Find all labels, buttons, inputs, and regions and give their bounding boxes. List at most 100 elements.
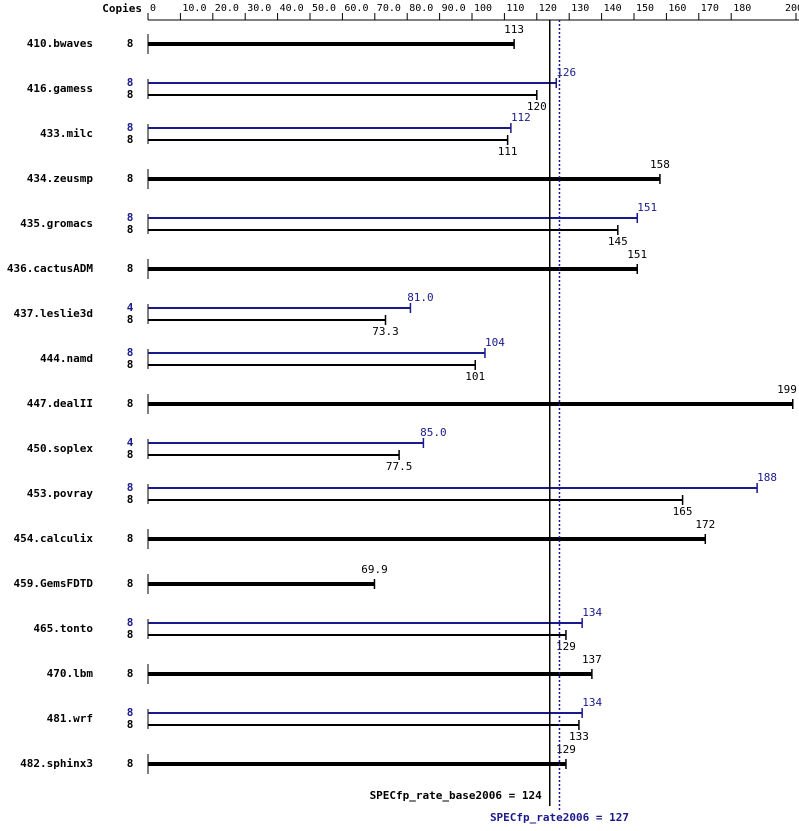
copies: 8 (127, 718, 134, 731)
copies: 8 (127, 172, 134, 185)
copies: 8 (127, 616, 134, 629)
copies: 8 (127, 211, 134, 224)
copies: 8 (127, 481, 134, 494)
benchmark-label: 453.povray (27, 487, 94, 500)
benchmark-label: 450.soplex (27, 442, 94, 455)
base-bar (148, 139, 508, 141)
copies: 8 (127, 88, 134, 101)
benchmark-label: 470.lbm (47, 667, 94, 680)
peak-bar (148, 442, 424, 444)
value-label: 199 (777, 383, 797, 396)
x-tick-label: 0 (150, 3, 156, 14)
x-tick-label: 150 (636, 3, 654, 14)
peak-value-label: 104 (485, 336, 505, 349)
base-value-label: 165 (673, 505, 693, 518)
base-bar (148, 177, 660, 181)
copies: 8 (127, 493, 134, 506)
base-bar (148, 672, 592, 676)
copies: 8 (127, 706, 134, 719)
copies: 8 (127, 577, 134, 590)
base-value-label: 145 (608, 235, 628, 248)
base-bar (148, 582, 375, 586)
peak-bar (148, 127, 511, 129)
peak-value-label: 134 (582, 696, 602, 709)
x-tick-label: 20.0 (215, 3, 239, 14)
base-bar (148, 364, 476, 366)
x-tick-label: 40.0 (280, 3, 304, 14)
copies: 8 (127, 358, 134, 371)
base-bar (148, 454, 400, 456)
x-tick-label: 120 (539, 3, 557, 14)
value-label: 151 (627, 248, 647, 261)
x-tick-label: 90.0 (442, 3, 466, 14)
benchmark-label: 459.GemsFDTD (14, 577, 94, 590)
copies: 8 (127, 346, 134, 359)
benchmark-label: 447.dealII (27, 397, 93, 410)
value-label: 137 (582, 653, 602, 666)
peak-bar (148, 487, 758, 489)
benchmark-label: 444.namd (40, 352, 93, 365)
peak-bar (148, 82, 557, 84)
peak-bar (148, 712, 583, 714)
base-bar (148, 319, 386, 321)
copies: 8 (127, 313, 134, 326)
peak-value-label: 151 (637, 201, 657, 214)
benchmark-label: 437.leslie3d (14, 307, 93, 320)
x-tick-label: 200 (785, 3, 799, 14)
x-tick-label: 80.0 (409, 3, 433, 14)
base-value-label: 120 (527, 100, 547, 113)
peak-value-label: 85.0 (420, 426, 447, 439)
benchmark-label: 435.gromacs (20, 217, 93, 230)
base-bar (148, 499, 683, 501)
x-tick-label: 100 (474, 3, 492, 14)
base-bar (148, 762, 566, 766)
x-tick-label: 140 (604, 3, 622, 14)
benchmark-label: 416.gamess (27, 82, 93, 95)
copies: 8 (127, 667, 134, 680)
copies: 8 (127, 532, 134, 545)
copies: 8 (127, 37, 134, 50)
peak-value-label: 126 (556, 66, 576, 79)
base-value-label: 133 (569, 730, 589, 743)
benchmark-label: 410.bwaves (27, 37, 93, 50)
peak-value-label: 134 (582, 606, 602, 619)
value-label: 113 (504, 23, 524, 36)
copies: 4 (127, 436, 134, 449)
base-bar (148, 537, 706, 541)
x-tick-label: 160 (668, 3, 686, 14)
copies: 8 (127, 757, 134, 770)
base-value-label: 73.3 (372, 325, 399, 338)
value-label: 172 (695, 518, 715, 531)
peak-bar (148, 307, 411, 309)
base-bar (148, 267, 638, 271)
base-bar (148, 402, 793, 406)
base-value-label: 129 (556, 640, 576, 653)
base-value-label: 101 (465, 370, 485, 383)
peak-value-label: 188 (757, 471, 777, 484)
reference-label: SPECfp_rate2006 = 127 (490, 811, 629, 824)
reference-label: SPECfp_rate_base2006 = 124 (370, 789, 543, 802)
benchmark-label: 433.milc (40, 127, 93, 140)
copies: 4 (127, 301, 134, 314)
benchmark-label: 481.wrf (47, 712, 93, 725)
peak-bar (148, 622, 583, 624)
value-label: 158 (650, 158, 670, 171)
x-tick-label: 30.0 (247, 3, 271, 14)
base-bar (148, 42, 515, 46)
base-bar (148, 724, 579, 726)
benchmark-label: 482.sphinx3 (20, 757, 93, 770)
copies: 8 (127, 121, 134, 134)
copies: 8 (127, 397, 134, 410)
benchmark-label: 465.tonto (33, 622, 93, 635)
base-bar (148, 94, 537, 96)
peak-bar (148, 217, 638, 219)
x-tick-label: 180 (733, 3, 751, 14)
copies: 8 (127, 76, 134, 89)
peak-value-label: 112 (511, 111, 531, 124)
value-label: 69.9 (361, 563, 388, 576)
copies: 8 (127, 262, 134, 275)
benchmark-label: 454.calculix (14, 532, 94, 545)
x-tick-label: 50.0 (312, 3, 336, 14)
value-label: 129 (556, 743, 576, 756)
